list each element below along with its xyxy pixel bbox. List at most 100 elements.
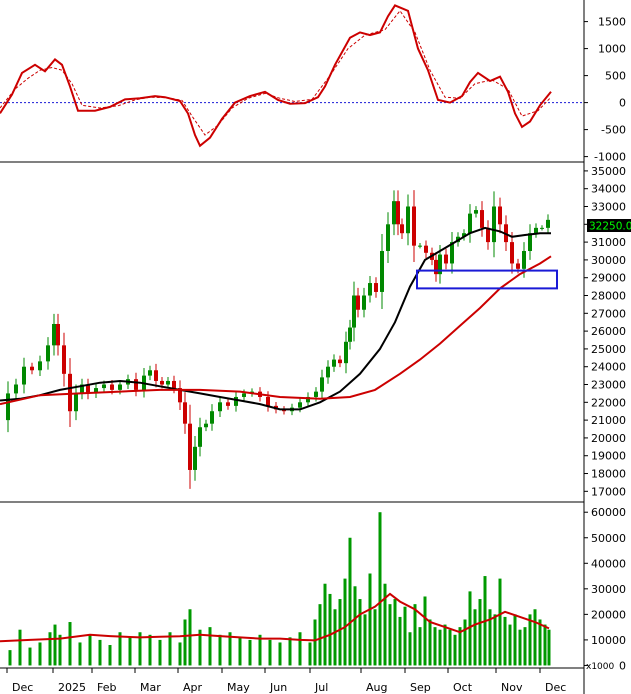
price-candle bbox=[178, 388, 182, 403]
x-tick-label: Nov bbox=[501, 681, 523, 694]
x-tick-label: Mar bbox=[140, 681, 161, 694]
price-candle bbox=[188, 423, 192, 470]
price-tick-label: 35000 bbox=[591, 165, 626, 178]
price-candle bbox=[110, 384, 114, 390]
x-tick-label: Dec bbox=[545, 681, 566, 694]
volume-bar bbox=[98, 639, 102, 666]
price-candle bbox=[56, 323, 60, 346]
osc-tick-label: 1000 bbox=[598, 43, 626, 56]
price-candle bbox=[438, 254, 442, 275]
price-candle bbox=[468, 213, 472, 234]
price-candle bbox=[154, 370, 158, 381]
price-ma-long-line bbox=[0, 255, 552, 406]
volume-bar bbox=[188, 609, 192, 666]
volume-bar bbox=[468, 591, 472, 666]
price-candle bbox=[534, 227, 538, 234]
volume-bar bbox=[358, 599, 362, 666]
osc-tick-label: 1500 bbox=[598, 16, 626, 29]
price-tick-label: 33000 bbox=[591, 201, 626, 214]
price-candle bbox=[444, 254, 448, 264]
volume-bar bbox=[128, 637, 132, 666]
volume-bar bbox=[158, 639, 162, 666]
price-candle bbox=[118, 384, 122, 390]
price-candle bbox=[492, 206, 496, 243]
volume-bar bbox=[393, 599, 397, 666]
price-candle bbox=[462, 233, 466, 237]
price-tick-label: 27000 bbox=[591, 307, 626, 320]
volume-bar bbox=[218, 634, 222, 666]
price-candle bbox=[6, 393, 10, 421]
price-candle bbox=[198, 427, 202, 447]
volume-bar bbox=[408, 632, 412, 666]
x-tick-label: Aug bbox=[366, 681, 387, 694]
price-candle bbox=[374, 283, 378, 292]
volume-bar bbox=[108, 645, 112, 666]
price-candle bbox=[148, 370, 152, 376]
price-tick-label: 30000 bbox=[591, 254, 626, 267]
volume-unit-label: x1000 bbox=[586, 662, 615, 672]
price-candle bbox=[400, 224, 404, 234]
x-tick-label: Dec bbox=[12, 681, 33, 694]
price-candle bbox=[528, 233, 532, 252]
price-candle bbox=[362, 295, 366, 310]
volume-tick-label: 0 bbox=[619, 659, 626, 672]
price-candle bbox=[396, 201, 400, 225]
x-tick-label: Feb bbox=[97, 681, 116, 694]
support-zone-box bbox=[416, 269, 558, 290]
volume-bar bbox=[28, 647, 32, 666]
volume-ma-line bbox=[0, 592, 550, 643]
volume-bar bbox=[503, 616, 507, 666]
volume-bar bbox=[403, 606, 407, 666]
volume-bar bbox=[413, 604, 417, 666]
price-candle bbox=[546, 219, 550, 228]
price-candle bbox=[406, 206, 410, 234]
price-candle bbox=[348, 327, 352, 342]
volume-bar bbox=[228, 632, 232, 666]
volume-bar bbox=[453, 634, 457, 666]
volume-bar bbox=[338, 599, 342, 666]
volume-bar bbox=[547, 629, 551, 666]
price-candle bbox=[522, 251, 526, 269]
last-price-label: 32250.00 bbox=[589, 221, 631, 233]
volume-bar bbox=[473, 609, 477, 666]
x-tick-label: Sep bbox=[410, 681, 431, 694]
volume-bar bbox=[373, 609, 377, 666]
volume-bar bbox=[383, 583, 387, 666]
volume-bar bbox=[538, 619, 542, 666]
price-tick-label: 26000 bbox=[591, 325, 626, 338]
price-candle bbox=[193, 446, 197, 470]
volume-bar bbox=[533, 609, 537, 666]
volume-bar bbox=[88, 634, 92, 666]
price-candle bbox=[30, 366, 34, 371]
price-tick-label: 18000 bbox=[591, 468, 626, 481]
volume-bar bbox=[478, 599, 482, 666]
volume-bar bbox=[333, 609, 337, 666]
volume-bar bbox=[288, 637, 292, 666]
oscillator-panel: 1500 1000 500 0 -500 -1000 bbox=[0, 4, 626, 164]
volume-bar bbox=[183, 619, 187, 666]
price-candle bbox=[62, 345, 66, 374]
volume-bar bbox=[8, 650, 12, 666]
price-candle bbox=[474, 210, 478, 214]
x-tick-label: Oct bbox=[453, 681, 473, 694]
volume-bar bbox=[438, 629, 442, 666]
x-tick-label: 2025 bbox=[58, 681, 86, 694]
price-candle bbox=[172, 380, 176, 389]
volume-bar bbox=[248, 639, 252, 666]
price-candle bbox=[80, 384, 84, 394]
price-candle bbox=[392, 201, 396, 225]
price-tick-label: 22000 bbox=[591, 396, 626, 409]
volume-bar bbox=[298, 632, 302, 666]
price-candle bbox=[320, 377, 324, 392]
volume-tick-label: 60000 bbox=[591, 506, 626, 519]
price-tick-label: 28000 bbox=[591, 290, 626, 303]
price-tick-label: 21000 bbox=[591, 414, 626, 427]
volume-bar bbox=[388, 604, 392, 666]
volume-bar bbox=[523, 627, 527, 666]
volume-tick-label: 20000 bbox=[591, 608, 626, 621]
volume-bar bbox=[518, 629, 522, 666]
price-candle bbox=[134, 379, 138, 390]
x-tick-label: Jun bbox=[269, 681, 287, 694]
price-candle bbox=[160, 380, 164, 385]
price-candle bbox=[486, 227, 490, 243]
